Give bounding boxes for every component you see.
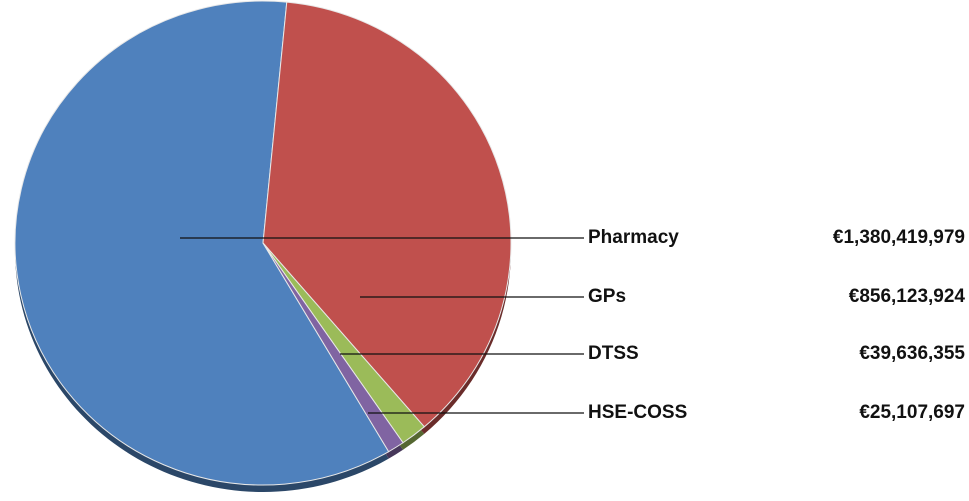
value-label: €39,636,355: [859, 343, 965, 364]
category-label: DTSS: [588, 343, 639, 364]
slice: [262, 242, 404, 453]
value-label: €25,107,697: [859, 402, 965, 423]
category-label: Pharmacy: [588, 227, 679, 248]
value-label: €1,380,419,979: [833, 227, 965, 248]
value-label: €856,123,924: [849, 286, 966, 307]
category-label: HSE-COSS: [588, 402, 687, 423]
category-label: GPs: [588, 286, 626, 307]
slice: [14, 0, 390, 486]
slice: [262, 1, 512, 428]
